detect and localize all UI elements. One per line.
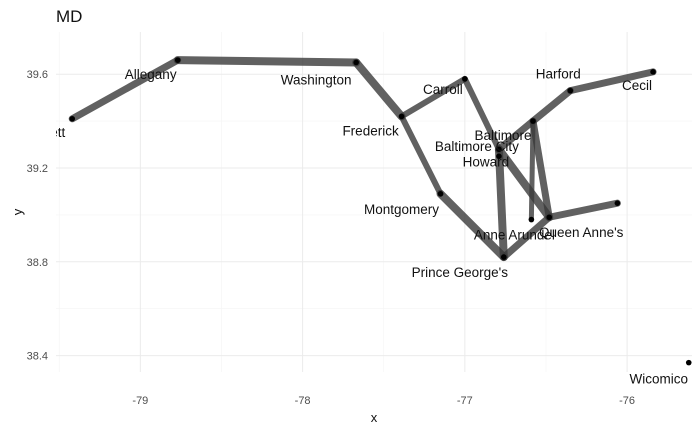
- y-tick-label: 39.2: [27, 163, 48, 175]
- node-label: Frederick: [342, 123, 399, 138]
- node-label: Harford: [536, 67, 581, 82]
- x-tick-label: -78: [295, 395, 311, 407]
- x-axis-label: x: [371, 410, 378, 425]
- node-label-layer: Garrett Allegany Washington Frederick Carrol…: [23, 67, 688, 387]
- node-label: Carroll: [423, 82, 463, 97]
- network-node: [462, 76, 468, 82]
- network-node: [650, 69, 656, 75]
- network-node: [530, 118, 536, 124]
- network-node: [398, 113, 405, 120]
- y-tick-label: 38.8: [27, 257, 48, 269]
- node-label: Prince George's: [412, 265, 509, 280]
- network-edge: [495, 117, 537, 153]
- network-edge: [173, 56, 361, 67]
- node-label: Queen Anne's: [539, 225, 624, 240]
- network-edge: [398, 75, 468, 120]
- node-label: Allegany: [125, 67, 177, 82]
- network-edge: [436, 189, 508, 262]
- network-node: [496, 153, 502, 160]
- network-node: [528, 216, 535, 223]
- network-node: [437, 190, 444, 197]
- chart-title: MD: [56, 7, 82, 26]
- network-edge: [494, 145, 554, 222]
- network-edge: [494, 145, 508, 262]
- network-node: [567, 87, 574, 94]
- edge-layer: [68, 56, 657, 262]
- y-tick-label: 38.4: [27, 351, 48, 363]
- x-tick-label: -77: [457, 395, 473, 407]
- network-node: [496, 146, 502, 153]
- node-layer: [69, 57, 692, 366]
- network-edge: [528, 118, 536, 223]
- node-label: Wicomico: [629, 372, 688, 387]
- network-edge: [68, 56, 182, 123]
- node-label: Garrett: [23, 125, 65, 140]
- node-label: Cecil: [622, 78, 652, 93]
- tick-layer: -79 -78 -77 -76 38.4 38.8 39.2 39.6: [27, 69, 635, 407]
- network-edge: [500, 213, 553, 261]
- network-edge: [566, 68, 657, 95]
- node-label: Anne Arundel: [474, 228, 555, 243]
- network-edge: [529, 87, 574, 125]
- node-label: Baltimore: [474, 128, 531, 143]
- network-node: [614, 200, 621, 206]
- network-node: [174, 57, 181, 63]
- node-label: Washington: [281, 72, 352, 87]
- node-label: Baltimore City: [435, 139, 519, 154]
- y-axis-label: y: [10, 208, 25, 215]
- grid-layer: [56, 32, 692, 372]
- network-edge: [398, 113, 444, 197]
- network-node: [353, 59, 359, 66]
- x-tick-label: -79: [132, 395, 148, 407]
- node-label: Howard: [463, 154, 510, 169]
- network-edge: [352, 58, 406, 121]
- network-edge: [461, 75, 502, 153]
- y-tick-label: 39.6: [27, 69, 48, 81]
- network-edge: [529, 117, 553, 221]
- network-edge: [545, 199, 621, 221]
- x-tick-label: -76: [619, 395, 635, 407]
- network-node: [69, 115, 76, 122]
- node-label: Montgomery: [364, 202, 439, 217]
- network-node: [500, 254, 507, 260]
- network-node: [546, 214, 553, 221]
- network-node: [685, 359, 692, 366]
